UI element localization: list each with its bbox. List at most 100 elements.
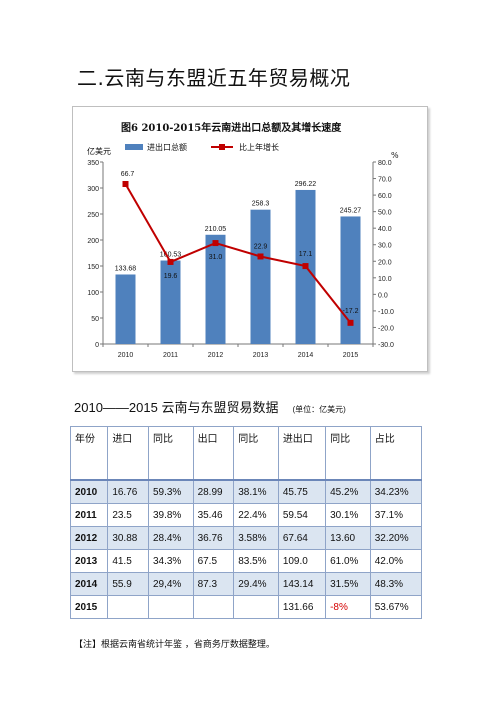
x-tick-label: 2014 [298,352,314,359]
header-import-yoy: 同比 [147,426,194,481]
growth-value-label: 66.7 [121,171,135,178]
cell-export: 28.99 [192,479,235,504]
y-tick-label-right: -20.0 [378,325,394,332]
cell-total: 109.0 [277,549,327,573]
cell-export-yoy: 38.1% [233,479,279,504]
y-tick-label-left: 300 [87,186,99,193]
growth-value-label: 17.1 [299,251,313,258]
growth-point [347,319,354,326]
y-tick-label-right: 30.0 [378,243,392,250]
cell-total: 45.75 [277,479,327,504]
cell-total-yoy: 45.2% [325,479,371,504]
cell-export [192,595,235,619]
cell-import-yoy: 29,4% [147,572,194,596]
bar [160,260,181,344]
legend-marker-line [219,144,225,150]
bar-value-label: 210.05 [205,226,227,233]
cell-total: 59.54 [277,503,327,527]
cell-total-yoy: 31.5% [325,572,371,596]
cell-export-yoy: 3.58% [233,526,279,550]
x-tick-label: 2010 [118,352,134,359]
cell-share: 48.3% [369,572,423,596]
cell-export: 67.5 [192,549,235,573]
cell-import-yoy: 39.8% [147,503,194,527]
y-tick-label-right: -10.0 [378,309,394,316]
bar [340,216,361,344]
header-export-yoy: 同比 [233,426,279,481]
header-export: 出口 [192,426,235,481]
x-tick-label: 2012 [208,352,224,359]
cell-import: 16.76 [107,479,149,504]
bar-value-label: 160.53 [160,252,182,259]
table-row: 2015 131.66 -8% 53.67% [69,595,423,619]
cell-total-yoy: 61.0% [325,549,371,573]
cell-total: 131.66 [277,595,327,619]
cell-import: 23.5 [107,503,149,527]
y-axis-unit-right: % [391,151,399,160]
table-header-row: 年份 进口 同比 出口 同比 进出口 同比 占比 [69,426,423,481]
cell-year: 2010 [69,479,109,504]
growth-value-label: 22.9 [254,243,268,250]
x-tick-label: 2011 [163,352,178,359]
cell-share: 37.1% [369,503,423,527]
page-heading: 二.云南与东盟近五年贸易概况 [77,66,351,90]
growth-value-label: 19.6 [164,273,178,280]
y-tick-label-right: 50.0 [378,210,392,217]
cell-import-yoy: 59.3% [147,479,194,504]
legend-label-line: 比上年增长 [239,142,279,152]
cell-import-yoy: 34.3% [147,549,194,573]
growth-point [167,258,174,265]
table-row: 2010 16.76 59.3% 28.99 38.1% 45.75 45.2%… [69,479,423,504]
cell-share: 32.20% [369,526,423,550]
cell-year: 2012 [69,526,109,550]
cell-import: 55.9 [107,572,149,596]
cell-year: 2013 [69,549,109,573]
cell-export: 87.3 [192,572,235,596]
growth-point [122,181,129,188]
table-unit: (单位：亿美元) [292,405,346,414]
header-total-yoy: 同比 [325,426,371,481]
header-total: 进出口 [277,426,327,481]
header-share: 占比 [369,426,423,481]
legend-label-bar: 进出口总额 [147,142,187,152]
table-title: 2010——2015 云南与东盟贸易数据 (单位：亿美元) [74,397,346,416]
bar [115,274,136,344]
cell-import-yoy: 28.4% [147,526,194,550]
table-row: 2012 30.88 28.4% 36.76 3.58% 67.64 13.60… [69,526,423,550]
y-tick-label-right: 80.0 [378,160,392,167]
cell-year: 2015 [69,595,109,619]
y-tick-label-right: 0.0 [378,292,388,299]
cell-share: 53.67% [369,595,423,619]
cell-year: 2014 [69,572,109,596]
y-tick-label-left: 0 [95,342,99,349]
cell-export: 36.76 [192,526,235,550]
y-tick-label-right: 60.0 [378,193,392,200]
y-axis-unit-left: 亿美元 [87,146,111,156]
cell-year: 2011 [69,503,109,527]
x-tick-label: 2013 [253,352,269,359]
header-year: 年份 [69,426,109,481]
table-row: 2014 55.9 29,4% 87.3 29.4% 143.14 31.5% … [69,572,423,596]
cell-export-yoy [233,595,279,619]
cell-export-yoy: 29.4% [233,572,279,596]
y-tick-label-left: 150 [87,264,99,271]
cell-import-yoy [147,595,194,619]
legend-swatch-bar [125,144,143,150]
y-tick-label-right: -30.0 [378,342,394,349]
cell-import: 30.88 [107,526,149,550]
y-tick-label-right: 20.0 [378,259,392,266]
header-import: 进口 [107,426,149,481]
y-tick-label-left: 250 [87,212,99,219]
y-tick-label-left: 50 [91,316,99,323]
trade-data-table: 年份 进口 同比 出口 同比 进出口 同比 占比 2010 16.76 59.3… [69,426,423,619]
cell-export-yoy: 22.4% [233,503,279,527]
cell-share: 42.0% [369,549,423,573]
bar-value-label: 245.27 [340,207,362,214]
bar-value-label: 296.22 [295,181,317,188]
y-tick-label-left: 100 [87,290,99,297]
y-tick-label-right: 40.0 [378,226,392,233]
cell-total: 143.14 [277,572,327,596]
growth-line [124,183,352,324]
source-note: 【注】根据云南省统计年鉴 ，省商务厅数据整理。 [74,640,275,650]
